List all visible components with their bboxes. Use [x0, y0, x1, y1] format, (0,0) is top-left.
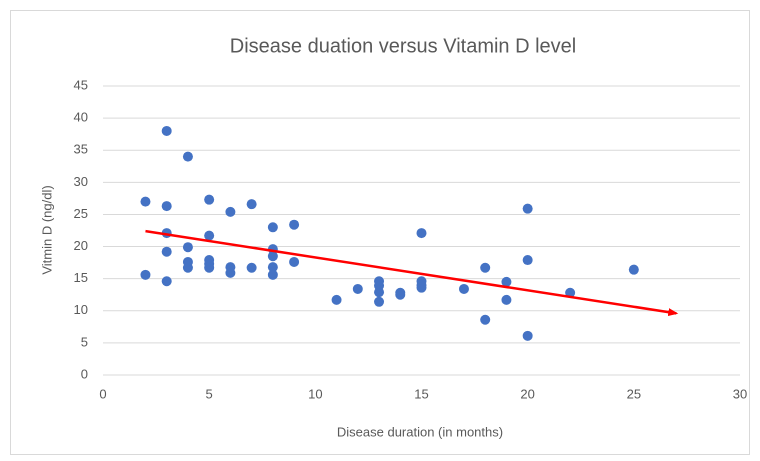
- point: [522, 255, 533, 266]
- point: [182, 262, 193, 273]
- point: [480, 262, 491, 273]
- x-tick-label: 0: [99, 386, 106, 401]
- point: [161, 276, 172, 287]
- point: [374, 287, 385, 298]
- point: [204, 194, 215, 205]
- point: [628, 264, 639, 275]
- point: [395, 289, 406, 300]
- x-tick-label: 10: [308, 386, 322, 401]
- point: [501, 294, 512, 305]
- trendline: [145, 229, 679, 317]
- point: [161, 201, 172, 212]
- point: [267, 262, 278, 273]
- y-tick-label: 5: [81, 334, 88, 349]
- point: [161, 125, 172, 136]
- x-tick-label: 30: [733, 386, 747, 401]
- point: [522, 330, 533, 341]
- y-tick-label: 0: [81, 366, 88, 381]
- point: [225, 206, 236, 217]
- point: [246, 199, 257, 210]
- point: [140, 269, 151, 280]
- point: [458, 283, 469, 294]
- point: [352, 283, 363, 294]
- chart-border: [10, 10, 750, 455]
- point: [182, 151, 193, 162]
- point: [267, 251, 278, 262]
- point: [289, 219, 300, 230]
- x-axis-label: Disease duration (in months): [337, 424, 503, 439]
- x-tick-label: 5: [206, 386, 213, 401]
- y-tick-label: 45: [74, 77, 88, 92]
- point: [416, 228, 427, 239]
- point: [289, 256, 300, 267]
- point: [246, 262, 257, 273]
- y-tick-label: 40: [74, 110, 88, 125]
- point: [374, 296, 385, 307]
- y-tick-label: 25: [74, 206, 88, 221]
- point: [416, 282, 427, 293]
- x-tick-label: 25: [627, 386, 641, 401]
- y-tick-label: 15: [74, 270, 88, 285]
- point: [161, 246, 172, 257]
- point: [480, 314, 491, 325]
- point: [501, 276, 512, 287]
- point: [204, 230, 215, 241]
- x-tick-label: 20: [520, 386, 534, 401]
- chart-title: Disease duation versus Vitamin D level: [230, 35, 576, 57]
- point: [267, 222, 278, 233]
- point: [331, 294, 342, 305]
- y-tick-label: 35: [74, 142, 88, 157]
- point: [267, 269, 278, 280]
- point: [140, 196, 151, 207]
- point: [204, 262, 215, 273]
- point: [522, 203, 533, 214]
- y-tick-label: 20: [74, 238, 88, 253]
- x-tick-label: 15: [414, 386, 428, 401]
- y-axis-label: Vitmin D (ng/dl): [39, 185, 54, 274]
- point: [182, 242, 193, 253]
- y-tick-label: 30: [74, 174, 88, 189]
- y-tick-label: 10: [74, 302, 88, 317]
- point: [225, 267, 236, 278]
